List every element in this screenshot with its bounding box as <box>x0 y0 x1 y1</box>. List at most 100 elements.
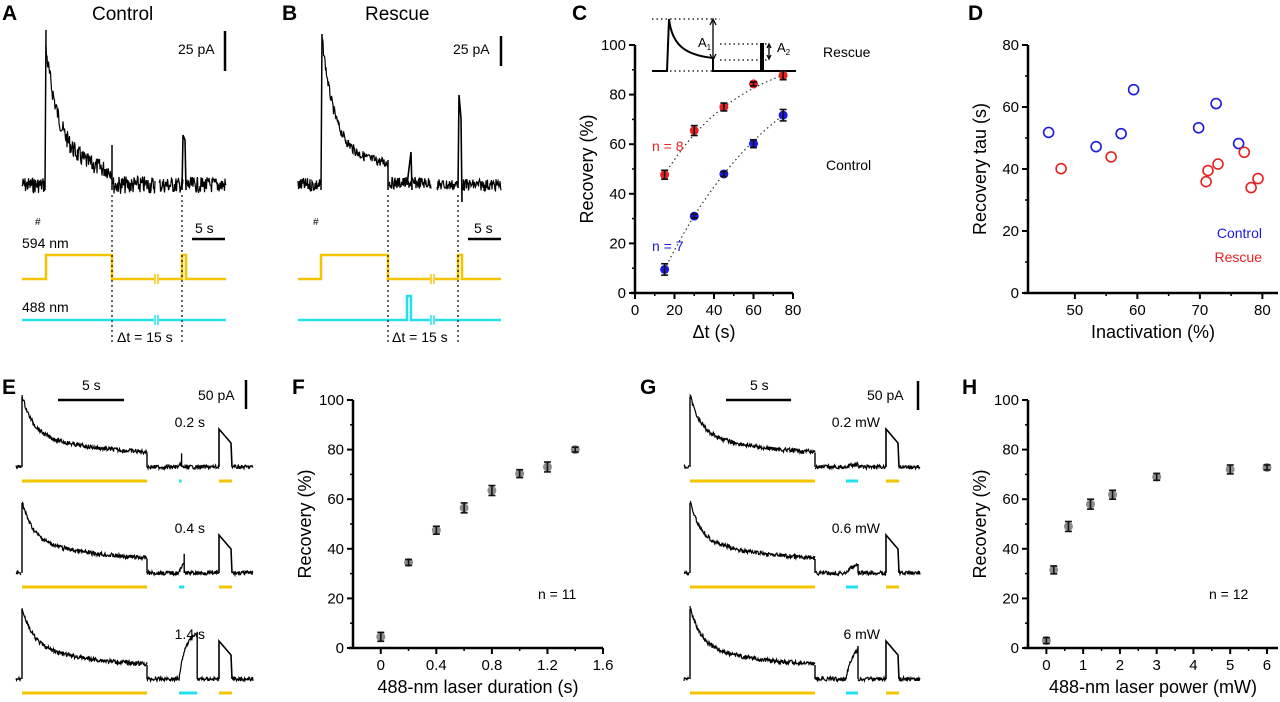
x-axis-label: Inactivation (%) <box>1091 322 1215 342</box>
y-tick-label: 0 <box>1011 285 1019 302</box>
scale-current-label: 25 pA <box>178 41 215 57</box>
baseline-segment <box>185 176 227 194</box>
onset <box>44 29 47 191</box>
panel-g: 5 s 50 pA 0.2 mW 0.6 mW 6 mW <box>683 377 921 695</box>
test-response <box>218 532 233 574</box>
baseline-segment <box>857 463 887 472</box>
baseline-segment <box>297 177 322 192</box>
x-tick-label: 4 <box>1189 657 1197 674</box>
x-tick-label: 3 <box>1153 657 1161 674</box>
x-tick-label: 40 <box>706 302 723 319</box>
x-tick-label: 20 <box>666 302 683 319</box>
laser-line <box>298 294 501 322</box>
baseline-segment <box>683 463 690 469</box>
baseline-segment <box>857 569 887 577</box>
data-point <box>1245 181 1257 194</box>
hash-mark: # <box>35 217 41 228</box>
baseline-segment <box>231 464 254 471</box>
legend-control: Control <box>1217 225 1262 241</box>
x-tick-label: 50 <box>1067 302 1084 319</box>
laser-594-label: 594 nm <box>22 235 69 251</box>
blue-light-response <box>178 632 198 681</box>
x-axis-label: Δt (s) <box>692 322 735 342</box>
laser-line <box>298 253 501 281</box>
y-tick-label: 0 <box>336 640 344 657</box>
data-point <box>1105 151 1117 163</box>
laser-protocol-rescue <box>298 195 501 345</box>
data-point <box>1115 127 1127 140</box>
y-tick-label: 40 <box>1002 161 1019 178</box>
data-point <box>1192 121 1205 134</box>
blue-light-response <box>178 562 185 573</box>
y-axis-label: Recovery (%) <box>970 469 990 578</box>
data-point <box>1200 175 1212 188</box>
y-tick-label: 0 <box>618 285 626 302</box>
panel-label-c: C <box>572 2 587 25</box>
data-point <box>1055 162 1067 175</box>
panel-label-h: H <box>962 376 977 399</box>
scale-current-label: 50 pA <box>198 387 235 403</box>
data-point <box>1202 164 1214 177</box>
axis-break-icon <box>154 274 159 284</box>
chart-d-tau-vs-inactivation: 0 20 40 60 80 50 60 70 80 Inactivation (%) Recover… <box>970 37 1278 342</box>
y-tick-label: 60 <box>1002 99 1019 116</box>
inset-a2-arrowheads <box>766 42 772 61</box>
data-point <box>1042 126 1055 139</box>
x-tick-label: 2 <box>1116 657 1124 674</box>
y-tick-label: 100 <box>319 392 344 409</box>
delta-t-label: Δt = 15 s <box>117 329 173 345</box>
y-axis-label: Recovery tau (s) <box>970 103 990 235</box>
trace-label: 0.4 s <box>175 520 205 536</box>
panel-b-title: Rescue <box>365 4 429 25</box>
test-response <box>457 94 463 203</box>
traces-duration-series: 0.2 s 0.4 s 1.4 s <box>15 394 254 695</box>
baseline-segment <box>146 463 180 472</box>
trace-label: 0.6 mW <box>832 520 881 536</box>
y-tick-label: 40 <box>1002 541 1019 558</box>
y-tick-label: 20 <box>1002 223 1019 240</box>
baseline-segment <box>21 177 46 194</box>
current-trace-rescue <box>297 33 502 203</box>
test-response <box>218 426 233 468</box>
data-point <box>1238 146 1251 159</box>
data-point <box>1210 97 1222 110</box>
inset-trace <box>652 18 796 72</box>
baseline-segment <box>814 463 847 471</box>
current-trace-control <box>21 29 227 194</box>
x-tick-label: 6 <box>1263 657 1271 674</box>
traces-power-series: 0.2 mW 0.6 mW 6 mW <box>683 394 921 695</box>
inactivating-current <box>689 500 816 561</box>
y-tick-label: 60 <box>609 136 626 153</box>
baseline-segment <box>814 569 847 577</box>
trace-label: 0.2 mW <box>832 414 881 430</box>
test-response <box>885 426 900 468</box>
x-tick-label: 1.6 <box>593 657 614 674</box>
inactivating-current <box>321 37 389 168</box>
x-tick-label: 60 <box>1129 302 1146 319</box>
scale-current-label: 50 pA <box>867 387 904 403</box>
y-tick-label: 100 <box>994 392 1019 409</box>
y-tick-label: 80 <box>1002 37 1019 54</box>
laser-protocol-control <box>22 195 226 345</box>
axis-break-icon <box>154 315 159 325</box>
y-tick-label: 80 <box>327 442 344 459</box>
laser-488-label: 488 nm <box>22 299 69 315</box>
scale-time-label: 5 s <box>82 377 101 393</box>
inset-a1-arrowheads <box>709 17 717 62</box>
baseline-segment <box>857 674 887 683</box>
panel-label-a: A <box>2 2 17 25</box>
baseline-segment <box>158 176 184 193</box>
x-tick-label: 0.8 <box>481 657 502 674</box>
trace-label: 0.2 s <box>175 414 205 430</box>
baseline-segment <box>181 463 220 471</box>
x-tick-label: 0 <box>631 302 639 319</box>
scale-time-label: 5 s <box>195 220 214 236</box>
inset-a2-label: A2 <box>777 40 791 57</box>
y-tick-label: 100 <box>601 37 626 54</box>
x-tick-label: 60 <box>745 302 762 319</box>
baseline-segment <box>461 177 502 193</box>
x-tick-label: 0 <box>1042 657 1050 674</box>
test-response <box>181 134 187 191</box>
test-response <box>218 638 233 680</box>
